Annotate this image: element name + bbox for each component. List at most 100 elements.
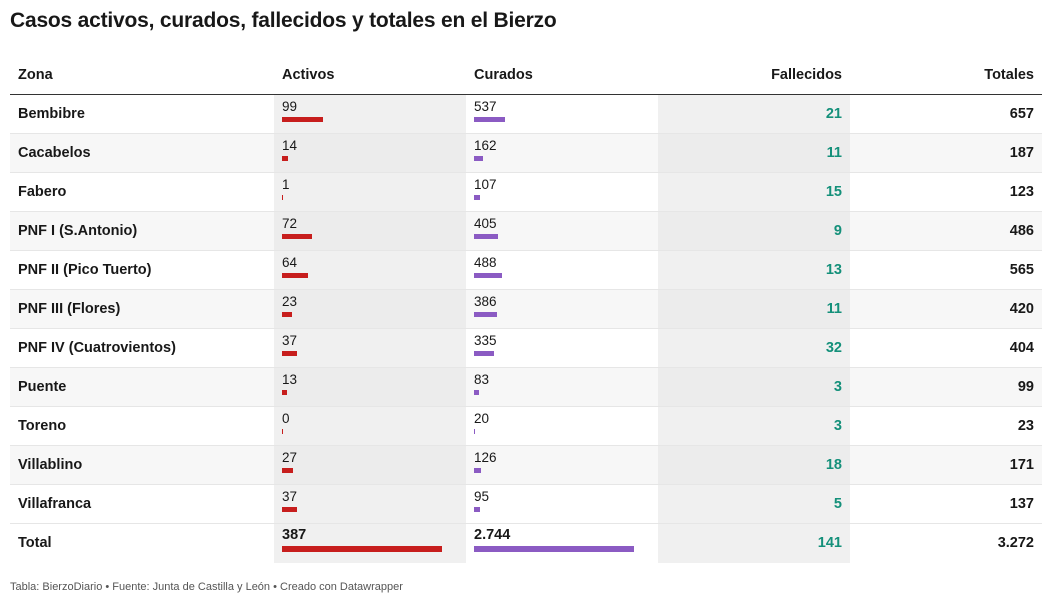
cell-curados: 126 — [466, 445, 658, 485]
activos-bar — [282, 351, 298, 356]
activos-value-label: 72 — [282, 216, 298, 231]
total-row: Total 387 2.744 141 3.272 — [10, 523, 1042, 563]
cell-fallecidos: 11 — [658, 289, 850, 329]
table-row: Villafranca 37 95 5 137 — [10, 484, 1042, 524]
cell-fallecidos: 32 — [658, 328, 850, 368]
curados-bar — [474, 195, 481, 200]
cell-totales: 123 — [850, 172, 1042, 212]
cell-activos: 0 — [274, 406, 466, 446]
cell-activos: 13 — [274, 367, 466, 407]
table-row: Puente 13 83 3 99 — [10, 367, 1042, 407]
curados-bar — [474, 117, 506, 122]
table-row: Villablino 27 126 18 171 — [10, 445, 1042, 485]
curados-value-label: 2.744 — [474, 527, 511, 544]
cell-totales: 486 — [850, 211, 1042, 251]
cell-activos: 72 — [274, 211, 466, 251]
footer-credit: Tabla: BierzoDiario • Fuente: Junta de C… — [10, 581, 403, 593]
activos-value-label: 14 — [282, 138, 298, 153]
cell-curados: 107 — [466, 172, 658, 212]
cell-activos: 37 — [274, 328, 466, 368]
activos-value-label: 0 — [282, 411, 290, 426]
cell-zona: Cacabelos — [10, 133, 274, 173]
table-row: Toreno 0 20 3 23 — [10, 406, 1042, 446]
cell-zona: PNF II (Pico Tuerto) — [10, 250, 274, 290]
cell-totales: 171 — [850, 445, 1042, 485]
column-header-activos[interactable]: Activos — [274, 56, 466, 95]
cell-activos: 23 — [274, 289, 466, 329]
activos-bar — [282, 312, 292, 317]
activos-value-label: 37 — [282, 333, 298, 348]
page-title: Casos activos, curados, fallecidos y tot… — [10, 9, 557, 32]
curados-bar — [474, 546, 634, 553]
cell-curados: 488 — [466, 250, 658, 290]
curados-bar — [474, 156, 484, 161]
cell-curados: 386 — [466, 289, 658, 329]
cell-totales: 565 — [850, 250, 1042, 290]
header-row: Zona Activos Curados Fallecidos Totales — [10, 56, 1042, 95]
table-row: Fabero 1 107 15 123 — [10, 172, 1042, 212]
cell-activos: 37 — [274, 484, 466, 524]
cell-totales: 404 — [850, 328, 1042, 368]
cell-activos: 14 — [274, 133, 466, 173]
activos-value-label: 1 — [282, 177, 290, 192]
curados-value-label: 126 — [474, 450, 497, 465]
column-header-fallecidos[interactable]: Fallecidos — [658, 56, 850, 95]
cell-fallecidos: 21 — [658, 94, 850, 134]
curados-value-label: 162 — [474, 138, 497, 153]
activos-bar — [282, 429, 283, 434]
table-row: Cacabelos 14 162 11 187 — [10, 133, 1042, 173]
column-header-totales[interactable]: Totales — [850, 56, 1042, 95]
cell-activos: 1 — [274, 172, 466, 212]
cell-fallecidos: 9 — [658, 211, 850, 251]
cell-totales: 23 — [850, 406, 1042, 446]
activos-bar — [282, 546, 442, 553]
curados-bar — [474, 312, 497, 317]
cell-zona: Toreno — [10, 406, 274, 446]
curados-value-label: 537 — [474, 99, 497, 114]
curados-value-label: 335 — [474, 333, 497, 348]
cell-fallecidos: 3 — [658, 367, 850, 407]
curados-bar — [474, 273, 503, 278]
cell-totales: 187 — [850, 133, 1042, 173]
cell-zona: Villafranca — [10, 484, 274, 524]
cell-fallecidos: 141 — [658, 523, 850, 563]
data-table: Zona Activos Curados Fallecidos Totales … — [10, 56, 1042, 563]
column-header-curados[interactable]: Curados — [466, 56, 658, 95]
curados-bar — [474, 234, 498, 239]
cell-zona: Puente — [10, 367, 274, 407]
cell-zona: PNF I (S.Antonio) — [10, 211, 274, 251]
cell-curados: 83 — [466, 367, 658, 407]
curados-value-label: 83 — [474, 372, 490, 387]
cell-zona: Villablino — [10, 445, 274, 485]
activos-bar — [282, 195, 283, 200]
curados-bar — [474, 390, 479, 395]
table-row: PNF IV (Cuatrovientos) 37 335 32 404 — [10, 328, 1042, 368]
curados-bar — [474, 351, 494, 356]
cell-activos: 64 — [274, 250, 466, 290]
cell-curados: 95 — [466, 484, 658, 524]
activos-bar — [282, 234, 312, 239]
activos-bar — [282, 468, 294, 473]
activos-value-label: 13 — [282, 372, 298, 387]
curados-value-label: 20 — [474, 411, 490, 426]
cell-fallecidos: 3 — [658, 406, 850, 446]
cell-activos: 387 — [274, 523, 466, 563]
activos-bar — [282, 117, 323, 122]
activos-bar — [282, 390, 288, 395]
cell-curados: 20 — [466, 406, 658, 446]
cell-fallecidos: 18 — [658, 445, 850, 485]
cell-activos: 99 — [274, 94, 466, 134]
cell-totales: 137 — [850, 484, 1042, 524]
curados-bar — [474, 429, 476, 434]
cell-curados: 2.744 — [466, 523, 658, 563]
cell-totales: 3.272 — [997, 535, 1034, 552]
cell-fallecidos: 15 — [658, 172, 850, 212]
cell-zona: PNF III (Flores) — [10, 289, 274, 329]
cell-curados: 162 — [466, 133, 658, 173]
column-header-zona[interactable]: Zona — [10, 56, 274, 95]
cell-totales: 99 — [850, 367, 1042, 407]
cell-curados: 537 — [466, 94, 658, 134]
curados-value-label: 107 — [474, 177, 497, 192]
cell-activos: 27 — [274, 445, 466, 485]
activos-bar — [282, 507, 298, 512]
